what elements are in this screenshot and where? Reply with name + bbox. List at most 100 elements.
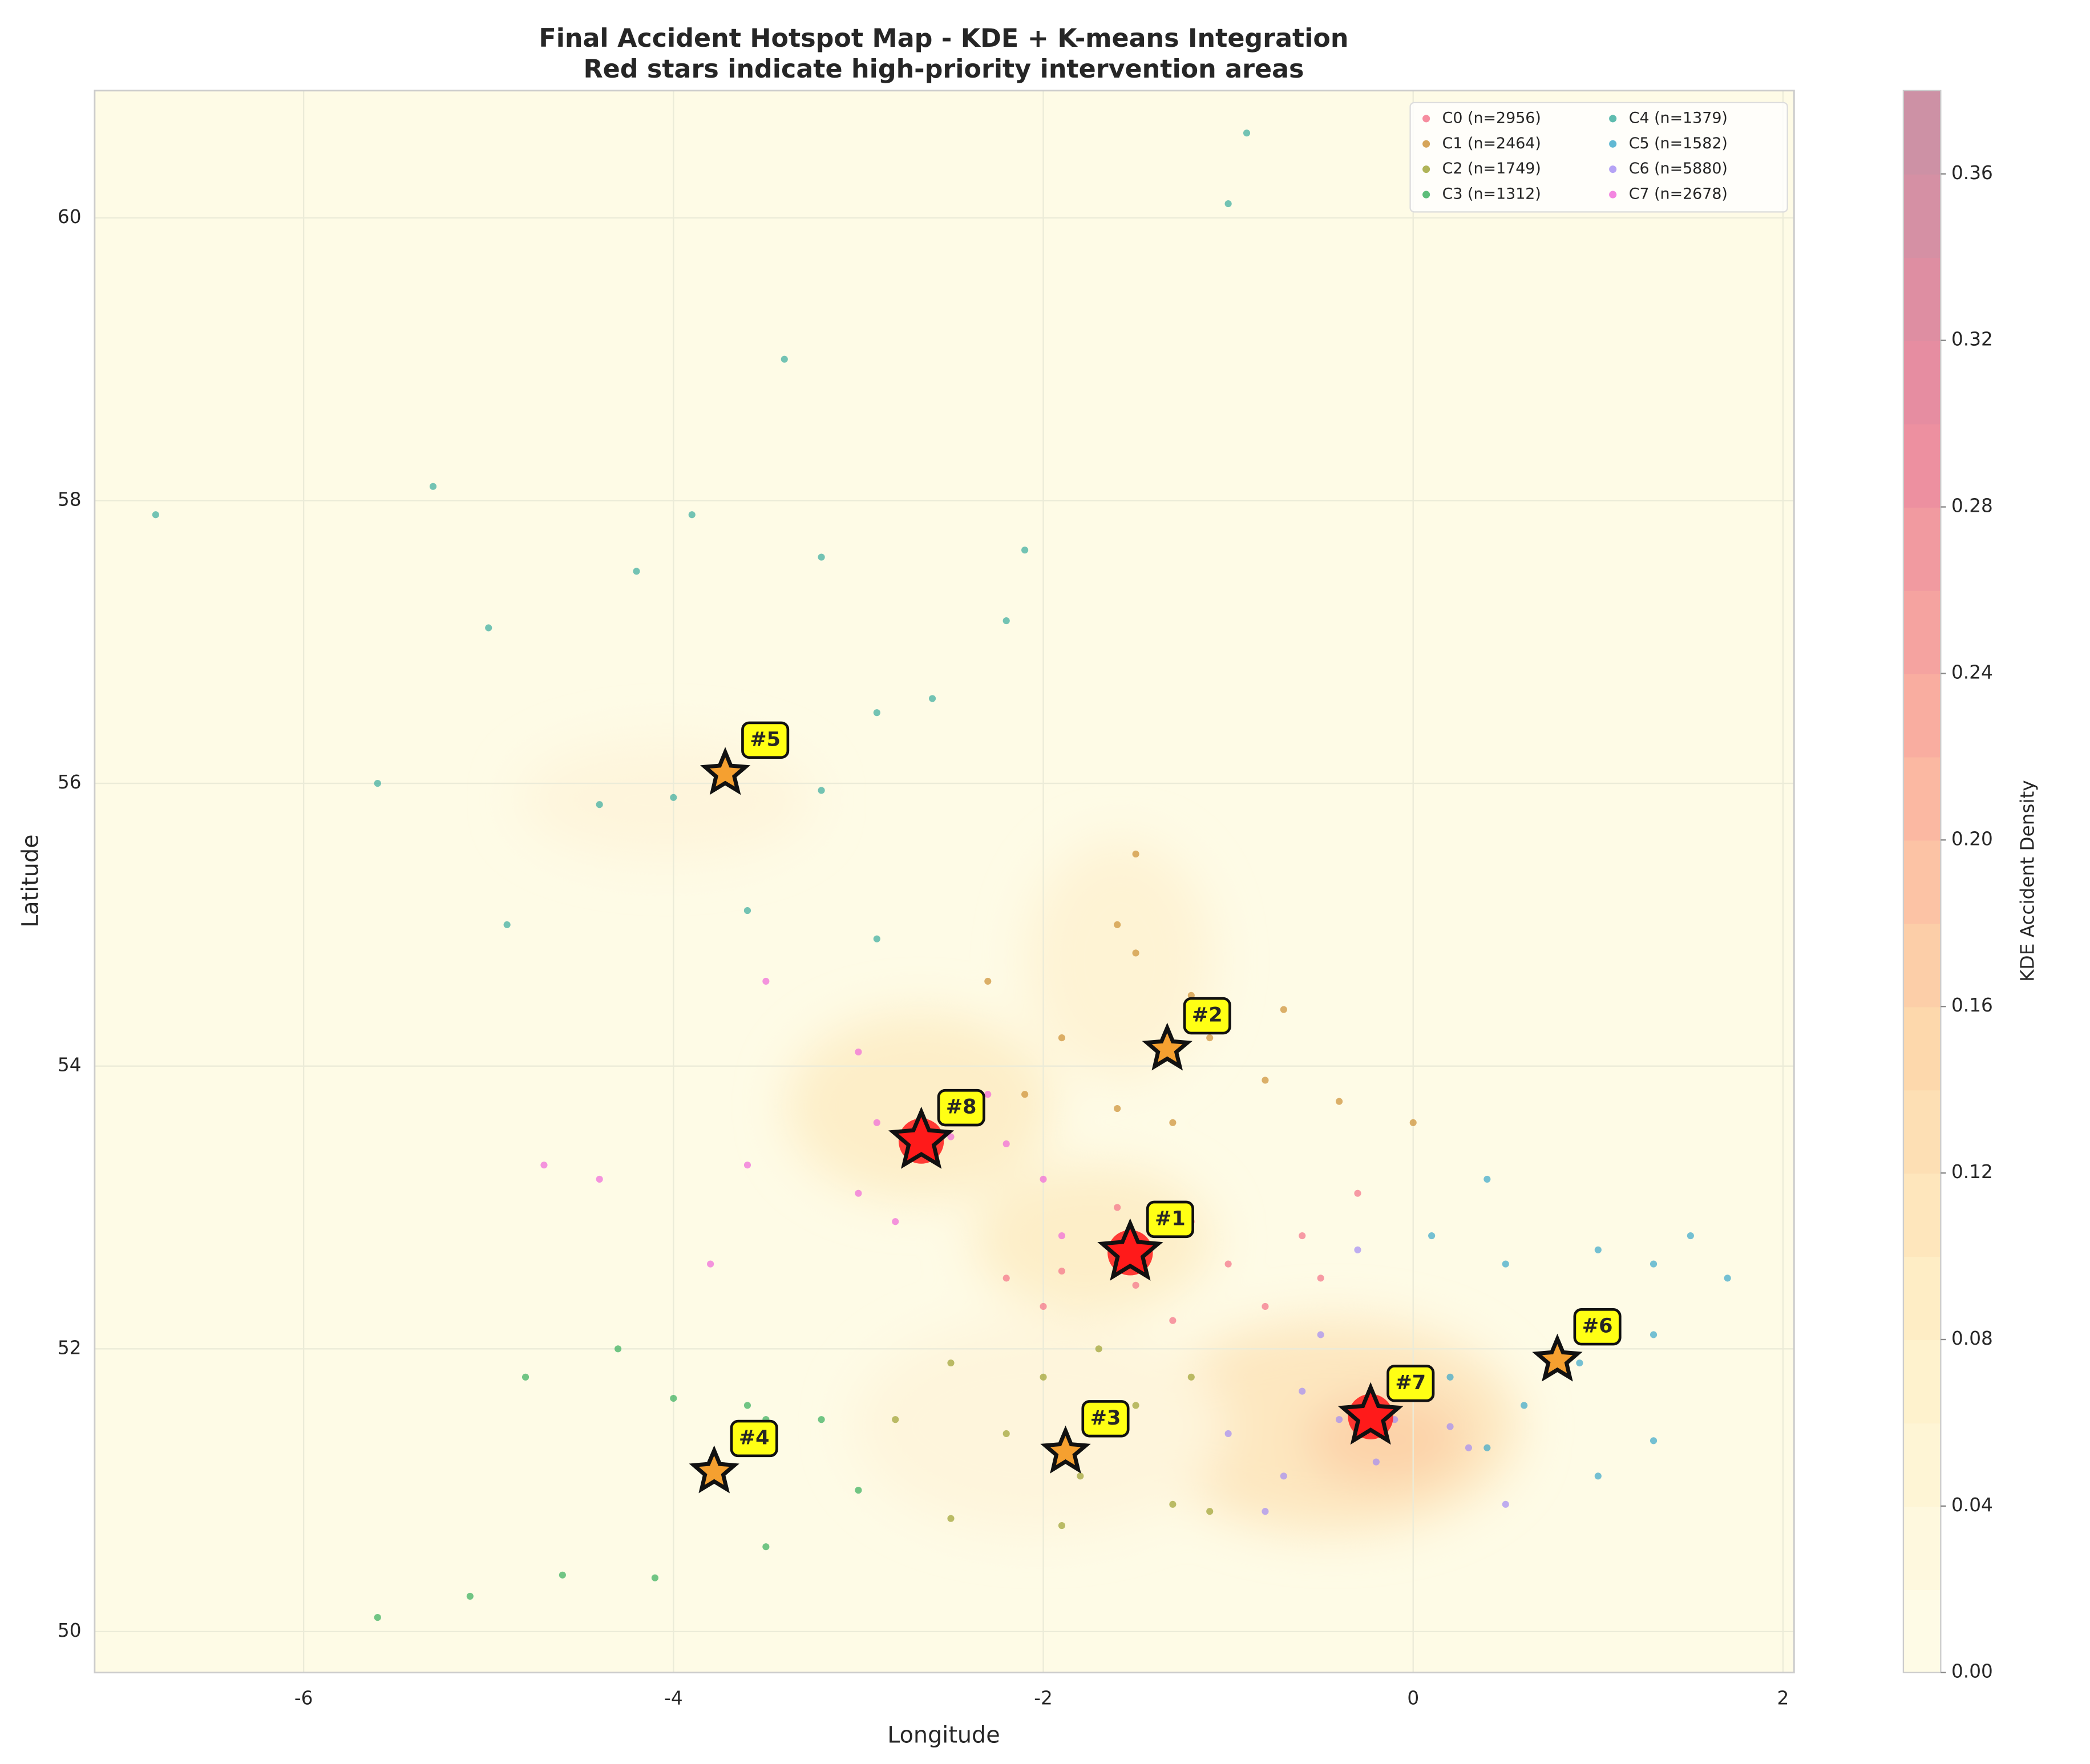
scatter-point: [1262, 1508, 1269, 1515]
scatter-point: [559, 1571, 566, 1579]
scatter-point: [762, 1543, 770, 1551]
hotspot-star: [1040, 1425, 1091, 1474]
kde-blob: [853, 1319, 1227, 1533]
scatter-point: [1206, 1508, 1214, 1515]
x-axis-label: Longitude: [887, 1722, 1000, 1748]
y-tick-label: 50: [58, 1620, 82, 1641]
colorbar-band: [1903, 1090, 1941, 1174]
legend-marker: [1609, 115, 1617, 123]
scatter-point: [1594, 1472, 1602, 1480]
hotspot-star: [1142, 1022, 1192, 1071]
scatter-point: [1354, 1190, 1361, 1197]
colorbar-band: [1903, 173, 1941, 258]
colorbar-tick-label: 0.36: [1951, 162, 1993, 184]
scatter-point: [1021, 1091, 1029, 1098]
colorbar-tick-label: 0.24: [1951, 661, 1993, 683]
scatter-point: [1132, 949, 1139, 957]
colorbar-band: [1903, 90, 1941, 175]
x-tick-label: -2: [1034, 1687, 1053, 1709]
scatter-point: [1243, 130, 1251, 137]
scatter-point: [374, 1614, 381, 1621]
scatter-point: [947, 1359, 955, 1367]
scatter-point: [1280, 1006, 1287, 1013]
colorbar-tick-label: 0.08: [1951, 1328, 1993, 1349]
points-layer: [152, 130, 1731, 1621]
scatter-point: [615, 1345, 622, 1353]
scatter-point: [1280, 1472, 1287, 1480]
hotspot-star: [689, 1445, 739, 1494]
legend-box: [1409, 102, 1788, 213]
hotspot-label-box: [730, 1419, 778, 1458]
colorbar-tick-label: 0.20: [1951, 828, 1993, 849]
plot-frame: [94, 90, 1795, 1674]
scatter-point: [1058, 1267, 1066, 1275]
hotspot-label: #5: [750, 727, 781, 751]
legend-label: C0 (n=2956): [1442, 109, 1541, 127]
colorbar-band: [1903, 1256, 1941, 1341]
scatter-point: [1262, 1302, 1269, 1310]
scatter-point: [1317, 1331, 1324, 1338]
legend-label: C3 (n=1312): [1442, 185, 1541, 203]
scatter-point: [1114, 921, 1121, 928]
colorbar-band: [1903, 340, 1941, 424]
scatter-point: [503, 921, 511, 928]
legend-marker: [1609, 191, 1617, 199]
hotspot-label: #2: [1192, 1004, 1223, 1027]
scatter-point: [651, 1574, 658, 1581]
legend-marker: [1609, 165, 1617, 173]
scatter-point: [947, 1515, 955, 1522]
scatter-point: [670, 794, 677, 801]
scatter-point: [1336, 1416, 1343, 1423]
hotspot-label-box: [1386, 1365, 1435, 1402]
y-tick-label: 60: [58, 206, 82, 228]
hotspot-star: [888, 1106, 955, 1169]
scatter-point: [1040, 1302, 1047, 1310]
legend-marker: [1422, 191, 1430, 199]
legend-label: C2 (n=1749): [1442, 160, 1541, 177]
scatter-point: [1483, 1175, 1491, 1183]
scatter-point: [1114, 1204, 1121, 1211]
colorbar-band: [1903, 507, 1941, 591]
colorbar-band: [1903, 673, 1941, 758]
scatter-point: [1077, 1472, 1084, 1480]
hotspot-label: #7: [1395, 1371, 1426, 1394]
scatter-point: [1483, 1444, 1491, 1451]
colorbar-band: [1903, 840, 1941, 924]
scatter-point: [1095, 1345, 1102, 1353]
scatter-point: [743, 1162, 751, 1169]
x-tick-label: -6: [294, 1687, 313, 1709]
hotspot-star: [700, 747, 751, 795]
scatter-point: [1187, 992, 1195, 999]
hotspot-label-box: [741, 721, 790, 759]
scatter-point: [818, 1416, 825, 1423]
scatter-point: [1169, 1500, 1177, 1508]
scatter-point: [984, 977, 992, 985]
scatter-point: [873, 935, 880, 942]
scatter-point: [781, 355, 788, 363]
scatter-point: [707, 1260, 714, 1268]
legend-marker: [1422, 140, 1430, 148]
colorbar-band: [1903, 1173, 1941, 1257]
hotspot-star: [1097, 1218, 1163, 1281]
scatter-point: [1576, 1359, 1583, 1367]
scatter-point: [1354, 1246, 1361, 1253]
scatter-point: [1650, 1260, 1658, 1268]
legend-marker: [1609, 140, 1617, 148]
scatter-point: [1502, 1260, 1509, 1268]
y-tick-label: 52: [58, 1337, 82, 1358]
x-tick-label: 0: [1407, 1687, 1419, 1709]
scatter-point: [762, 977, 770, 985]
hotspot-label: #4: [739, 1426, 770, 1449]
scatter-point: [855, 1190, 862, 1197]
scatter-point: [1224, 200, 1232, 208]
scatter-point: [1058, 1232, 1066, 1240]
scatter-point: [892, 1416, 899, 1423]
legend-label: C6 (n=5880): [1629, 160, 1728, 177]
y-tick-label: 56: [58, 771, 82, 793]
x-tick-label: -4: [664, 1687, 683, 1709]
scatter-point: [688, 511, 696, 519]
scatter-point: [1502, 1500, 1509, 1508]
scatter-point: [1040, 1373, 1047, 1381]
kde-layer: [520, 739, 1520, 1533]
